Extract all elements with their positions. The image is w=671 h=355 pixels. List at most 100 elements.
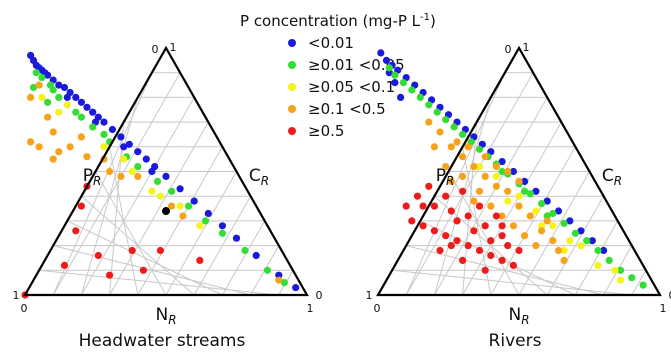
grid-line <box>67 220 223 296</box>
data-point <box>594 261 602 269</box>
data-point <box>419 222 427 230</box>
data-point <box>416 93 424 101</box>
corner-label: 0 <box>669 289 671 302</box>
data-point <box>60 83 69 92</box>
data-point <box>504 197 512 205</box>
data-point <box>63 101 71 109</box>
data-point <box>475 246 484 255</box>
data-point <box>66 143 74 151</box>
corner-label: 0 <box>152 43 159 56</box>
data-point <box>35 143 43 151</box>
data-point <box>521 187 529 195</box>
data-point <box>532 242 540 250</box>
data-point <box>487 237 495 245</box>
data-point <box>492 182 500 190</box>
data-point <box>442 116 450 124</box>
data-point <box>44 98 52 106</box>
data-point <box>425 101 433 109</box>
data-point <box>49 86 57 94</box>
axis-label-c: CR <box>249 166 269 188</box>
data-points <box>21 51 300 299</box>
data-point <box>397 93 405 101</box>
legend-marker <box>288 39 296 47</box>
grid-line <box>574 220 619 296</box>
data-point <box>27 93 35 101</box>
legend-marker <box>288 61 296 69</box>
ternary-outline <box>376 45 662 297</box>
data-point <box>280 279 288 287</box>
data-point <box>252 251 260 260</box>
data-point <box>89 108 97 116</box>
data-point <box>120 155 128 163</box>
data-point <box>498 212 506 220</box>
data-point <box>72 108 80 116</box>
data-point <box>442 192 450 200</box>
data-point <box>100 143 108 151</box>
data-point <box>532 207 540 215</box>
data-point <box>459 256 467 264</box>
data-point <box>391 71 399 79</box>
data-point <box>515 246 523 255</box>
data-point <box>600 246 608 255</box>
data-point <box>470 227 478 235</box>
data-point <box>168 202 176 210</box>
data-point <box>218 229 226 237</box>
data-point <box>549 222 557 230</box>
data-point <box>382 56 391 64</box>
corner-label: 0 <box>316 289 323 302</box>
data-point <box>134 172 142 180</box>
data-point <box>453 237 461 245</box>
data-point <box>566 217 574 225</box>
data-point <box>263 266 272 274</box>
legend-title: P concentration (mg-P L-1) <box>240 12 436 30</box>
grid-line <box>546 195 605 296</box>
corner-label: 1 <box>660 302 667 315</box>
data-point <box>204 209 212 218</box>
data-point <box>515 177 523 185</box>
data-point <box>100 118 108 126</box>
data-point <box>241 246 249 255</box>
corner-label: 1 <box>366 289 373 302</box>
data-point <box>94 251 102 260</box>
data-point <box>492 172 500 180</box>
data-point <box>504 167 512 176</box>
data-point <box>459 130 467 138</box>
data-point <box>628 274 636 282</box>
data-point <box>49 128 57 136</box>
data-point <box>475 187 484 195</box>
legend-label: <0.01 <box>308 34 354 52</box>
data-point <box>605 256 613 264</box>
grid-line <box>53 245 251 296</box>
data-point <box>447 242 455 250</box>
data-point <box>399 79 407 87</box>
data-point <box>408 217 416 225</box>
data-point <box>292 284 300 292</box>
data-point <box>475 145 484 153</box>
data-point <box>475 163 484 171</box>
grid-line <box>39 269 279 296</box>
data-point <box>377 49 385 57</box>
data-point <box>470 197 478 205</box>
grid-line <box>165 171 237 296</box>
data-point <box>538 227 546 235</box>
data-point <box>450 123 458 131</box>
grid-line <box>221 220 266 296</box>
data-point <box>639 281 647 289</box>
data-point <box>532 187 540 195</box>
data-point <box>77 202 85 210</box>
data-point <box>554 246 563 255</box>
data-point <box>128 167 136 176</box>
data-point <box>139 266 147 274</box>
data-point <box>577 227 585 235</box>
data-point <box>459 172 467 180</box>
data-point <box>117 133 125 141</box>
data-point <box>44 113 52 121</box>
data-point <box>275 271 283 279</box>
data-point <box>509 261 517 269</box>
data-point <box>148 187 156 195</box>
legend-label: ≥0.01 <0.05 <box>308 56 405 74</box>
data-point <box>32 69 40 77</box>
grid-line <box>392 269 632 296</box>
data-point <box>583 237 591 245</box>
